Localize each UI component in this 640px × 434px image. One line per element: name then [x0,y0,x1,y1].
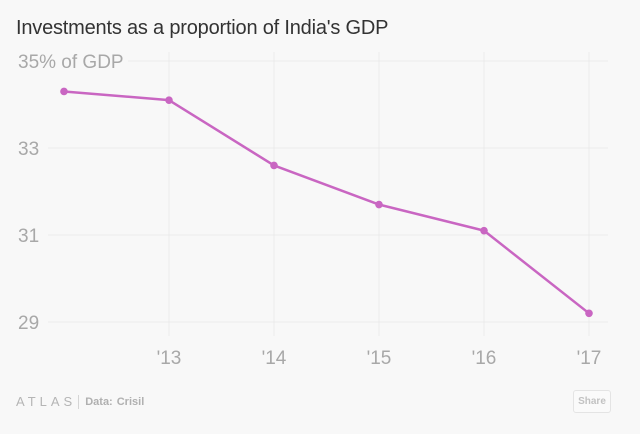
data-point [60,87,68,96]
source-label: Data: [85,395,113,408]
y-tick-label: 33 [18,139,39,160]
data-point [375,200,383,209]
series-group [60,87,593,318]
chart-title: Investments as a proportion of India's G… [16,17,389,39]
x-tick-label: '17 [577,348,602,369]
x-gridlines [168,52,590,336]
y-gridlines [48,60,608,323]
x-tick-label: '14 [262,348,287,369]
x-tick-label: '15 [367,348,392,369]
x-tick-label: '13 [157,348,182,369]
y-tick-label: 29 [18,313,39,334]
y-tick-label: 31 [18,226,39,247]
y-axis-ticks: 35% of GDP 33 31 29 [18,52,124,334]
data-point [480,226,488,235]
chart-footer: ATLAS Data: Crisil [16,394,144,409]
share-button[interactable]: Share [573,390,611,413]
series-line [63,90,590,315]
atlas-logo: ATLAS [16,394,77,409]
data-point [165,96,173,104]
x-axis-ticks: '13 '14 '15 '16 '17 [157,348,602,369]
source-value: Crisil [116,395,145,408]
data-point [585,309,593,318]
y-tick-label: 35% of GDP [18,52,124,73]
footer-divider [78,394,80,409]
x-tick-label: '16 [472,348,497,369]
data-point [270,161,278,170]
